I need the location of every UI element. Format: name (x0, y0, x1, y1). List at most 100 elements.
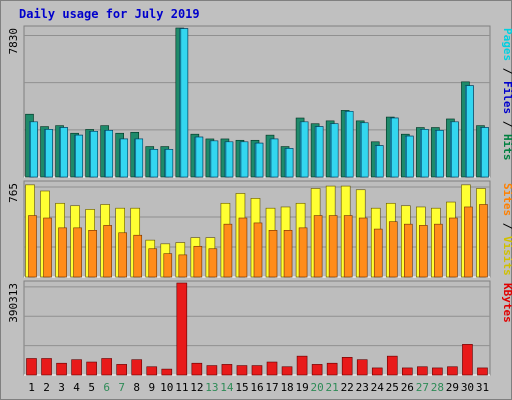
bar-kbytes (161, 368, 173, 376)
bar-pages (270, 138, 279, 178)
x-tick-label: 25 (386, 381, 399, 394)
bar-kbytes (341, 357, 353, 376)
x-tick-label: 23 (356, 381, 369, 394)
bar-kbytes (206, 365, 218, 376)
bar-sites (43, 217, 52, 278)
bar-pages (105, 130, 113, 178)
legend-item: KBytes (501, 283, 512, 323)
bar-pages (225, 141, 234, 178)
x-tick-label: 16 (250, 381, 263, 394)
bar-pages (135, 138, 144, 178)
bar-sites (208, 248, 218, 278)
bar-sites (479, 204, 488, 278)
bar-pages (466, 85, 474, 178)
legend-item: Visits (501, 236, 512, 276)
bar-kbytes (146, 366, 158, 376)
x-tick-label: 24 (371, 381, 385, 394)
x-tick-label: 9 (148, 381, 155, 394)
panel-bottom (23, 280, 491, 376)
bar-kbytes (296, 355, 308, 376)
bar-kbytes (236, 365, 248, 376)
bar-pages (240, 141, 249, 178)
x-tick-label: 5 (88, 381, 95, 394)
legend-item: Hits (501, 134, 512, 161)
x-tick-label: 21 (326, 381, 339, 394)
x-tick-label: 15 (235, 381, 248, 394)
bar-kbytes (326, 362, 338, 376)
x-tick-label: 27 (416, 381, 429, 394)
bar-kbytes (311, 364, 323, 376)
bar-kbytes (131, 359, 143, 376)
chart-title: Daily usage for July 2019 (19, 7, 200, 21)
bar-sites (298, 227, 308, 278)
bar-sites (88, 230, 97, 278)
x-tick-label: 1 (28, 381, 35, 394)
legend-item: / (501, 114, 512, 134)
bar-sites (193, 245, 203, 278)
bar-sites (163, 253, 173, 278)
bar-pages (390, 117, 399, 178)
bar-sites (148, 248, 158, 278)
bar-pages (150, 149, 159, 178)
legend-item: / (501, 216, 512, 236)
x-tick-label: 20 (311, 381, 324, 394)
x-tick-label: 10 (160, 381, 173, 394)
x-tick-label: 31 (476, 381, 489, 394)
bar-sites (434, 223, 443, 278)
bar-kbytes (432, 367, 443, 376)
bar-pages (210, 140, 219, 178)
bar-pages (360, 122, 369, 178)
bar-pages (120, 138, 128, 178)
bar-kbytes (462, 344, 473, 376)
bar-sites (73, 227, 82, 278)
bar-kbytes (221, 364, 233, 376)
bar-sites (103, 225, 112, 278)
bar-pages (75, 134, 83, 178)
bar-sites (28, 215, 37, 278)
x-tick-label: 14 (220, 381, 234, 394)
bar-kbytes (447, 366, 458, 376)
legend-item: Files (501, 81, 512, 114)
bar-pages (406, 135, 414, 178)
bar-kbytes (56, 362, 67, 376)
bar-pages (421, 129, 429, 178)
bar-sites (373, 228, 383, 278)
x-tick-label: 2 (43, 381, 50, 394)
y-max-label: 7830 (7, 28, 20, 55)
bar-pages (481, 127, 489, 178)
bar-pages (436, 130, 444, 178)
x-tick-label: 30 (461, 381, 474, 394)
x-tick-label: 28 (431, 381, 444, 394)
legend-middle: Sites / Visits (501, 183, 512, 276)
bar-pages (180, 28, 189, 178)
bar-sites (283, 230, 293, 278)
x-tick-label: 6 (103, 381, 110, 394)
bar-kbytes (71, 359, 82, 376)
bar-sites (464, 206, 473, 278)
x-tick-label: 17 (265, 381, 278, 394)
bar-pages (300, 121, 309, 178)
bar-sites (118, 232, 127, 278)
bar-pages (255, 142, 264, 178)
bar-pages (375, 145, 384, 178)
x-tick-label: 22 (341, 381, 354, 394)
bar-kbytes (41, 358, 52, 376)
bar-sites (268, 230, 278, 278)
bar-pages (345, 111, 354, 178)
bar-kbytes (26, 358, 37, 376)
bar-kbytes (86, 361, 97, 376)
x-tick-label: 19 (295, 381, 308, 394)
legend-item: / (501, 61, 512, 81)
bar-pages (330, 123, 339, 178)
x-tick-label: 7 (118, 381, 125, 394)
bar-sites (328, 215, 338, 278)
bar-pages (315, 126, 324, 178)
bar-kbytes (356, 359, 368, 376)
bar-pages (90, 131, 98, 178)
bar-kbytes (101, 358, 112, 376)
x-tick-label: 3 (58, 381, 65, 394)
bar-kbytes (402, 367, 413, 376)
bar-kbytes (371, 367, 383, 376)
bar-sites (58, 227, 67, 278)
legend-item: Pages (501, 28, 512, 61)
